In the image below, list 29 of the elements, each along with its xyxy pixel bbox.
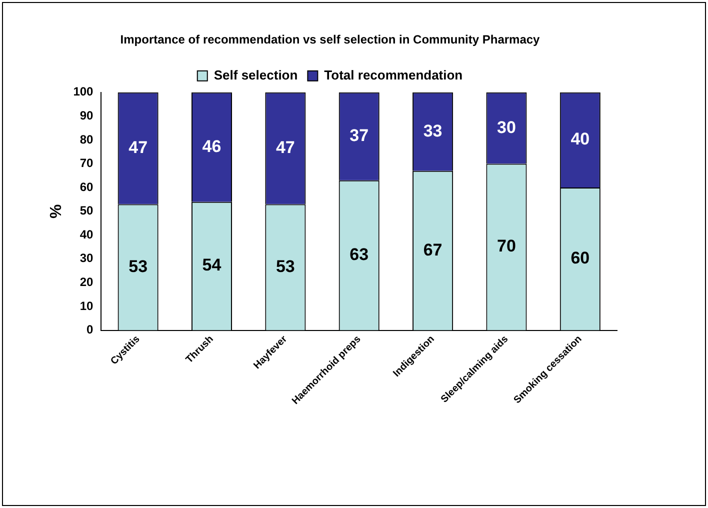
data-label: 47 [128, 138, 148, 157]
y-tick-label: 80 [80, 132, 94, 146]
y-tick-label: 50 [80, 204, 94, 218]
chart-title: Importance of recommendation vs self selection in Community Pharmacy [120, 32, 540, 47]
data-label: 70 [497, 236, 516, 256]
y-tick-label: 30 [80, 251, 94, 266]
y-tick-label: 70 [80, 156, 94, 170]
y-tick-label: 40 [80, 227, 94, 242]
data-label: 67 [423, 240, 442, 260]
data-label: 53 [128, 256, 148, 276]
data-label: 63 [350, 245, 369, 264]
data-label: 60 [570, 248, 590, 268]
legend-label: Self selection [214, 67, 298, 82]
y-tick-label: 0 [86, 322, 94, 337]
y-tick-label: 60 [80, 180, 94, 194]
data-label: 47 [276, 138, 295, 157]
y-tick-label: 10 [80, 298, 94, 313]
y-tick-label: 20 [80, 275, 94, 290]
data-label: 54 [202, 256, 222, 275]
data-label: 40 [570, 130, 590, 149]
data-label: 53 [276, 256, 295, 276]
data-label: 30 [497, 118, 516, 137]
y-axis-title: % [48, 204, 66, 218]
data-label: 46 [202, 136, 222, 156]
y-tick-label: 90 [80, 108, 94, 122]
y-tick-label: 100 [73, 84, 94, 99]
data-label: 33 [423, 121, 442, 140]
legend-label: Total recommendation [324, 67, 463, 82]
data-label: 37 [350, 126, 369, 146]
